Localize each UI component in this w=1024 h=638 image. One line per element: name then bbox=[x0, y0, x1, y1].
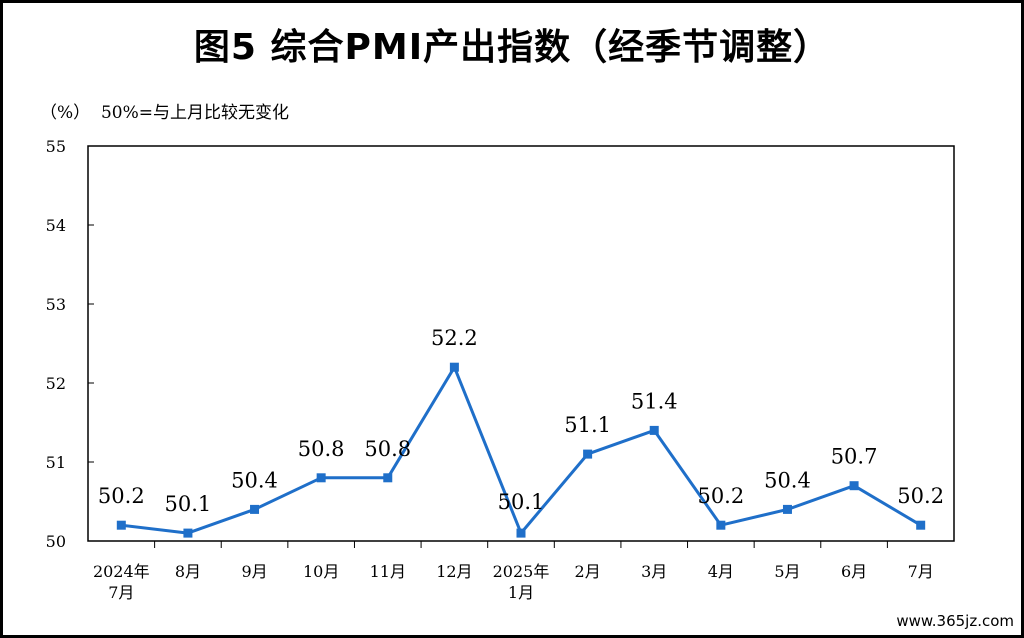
chart-title: 图5 综合PMI产出指数（经季节调整） bbox=[193, 27, 831, 68]
y-tick-label: 52 bbox=[46, 374, 66, 393]
data-label: 50.2 bbox=[697, 484, 744, 508]
data-point bbox=[250, 504, 260, 514]
data-label: 50.8 bbox=[364, 437, 411, 461]
y-tick-label: 51 bbox=[46, 453, 66, 472]
data-label: 50.8 bbox=[298, 437, 345, 461]
data-point bbox=[316, 473, 326, 483]
unit-note: （%） 50%=与上月比较无变化 bbox=[40, 103, 289, 123]
x-tick-label: 12月 bbox=[436, 562, 472, 581]
data-point bbox=[916, 520, 926, 530]
y-tick-label: 50 bbox=[46, 532, 66, 551]
x-tick-label: 11月 bbox=[370, 562, 406, 581]
data-point bbox=[849, 481, 859, 491]
data-point bbox=[782, 504, 792, 514]
x-tick-label: 9月 bbox=[241, 562, 267, 581]
x-tick-label: 6月 bbox=[841, 562, 867, 581]
data-point bbox=[116, 520, 126, 530]
data-label: 50.4 bbox=[231, 468, 278, 492]
y-tick-label: 53 bbox=[46, 295, 66, 314]
x-tick-label: 2月 bbox=[575, 562, 601, 581]
data-label: 51.1 bbox=[564, 413, 611, 437]
data-point bbox=[383, 473, 393, 483]
data-label: 50.1 bbox=[165, 492, 212, 516]
data-label: 50.7 bbox=[831, 445, 878, 469]
data-point bbox=[583, 449, 593, 459]
x-tick-label: 3月 bbox=[641, 562, 667, 581]
data-point bbox=[516, 528, 526, 538]
x-tick-label: 4月 bbox=[708, 562, 734, 581]
x-tick-label: 5月 bbox=[774, 562, 800, 581]
data-point bbox=[649, 425, 659, 435]
data-point bbox=[449, 362, 459, 372]
data-label: 51.4 bbox=[631, 389, 678, 413]
x-tick-label: 10月 bbox=[303, 562, 339, 581]
data-label: 50.2 bbox=[98, 484, 145, 508]
y-tick-label: 54 bbox=[46, 216, 66, 235]
watermark: www.365jz.com bbox=[892, 612, 1018, 630]
data-label: 50.2 bbox=[897, 484, 944, 508]
plot-area-border bbox=[87, 145, 955, 542]
data-label: 50.1 bbox=[498, 490, 545, 514]
data-label: 52.2 bbox=[431, 326, 478, 350]
x-tick-label: 8月 bbox=[175, 562, 201, 581]
y-tick-label: 55 bbox=[46, 137, 66, 156]
x-tick-label: 7月 bbox=[908, 562, 934, 581]
x-tick-label: 2025年 1月 bbox=[493, 562, 550, 602]
data-label: 50.4 bbox=[764, 468, 811, 492]
data-point bbox=[716, 520, 726, 530]
x-tick-label: 2024年 7月 bbox=[93, 562, 150, 602]
data-point bbox=[183, 528, 193, 538]
